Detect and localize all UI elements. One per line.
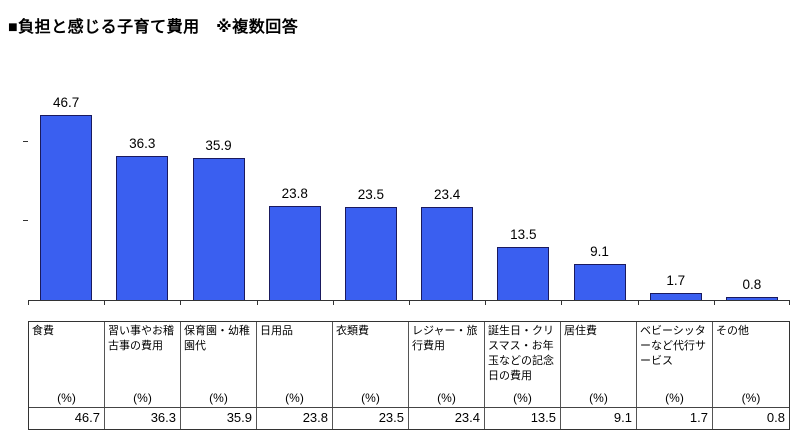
table-value-cell: 35.9 — [181, 408, 257, 429]
data-table: 食費 (%) 習い事やお稽古事の費用 (%) 保育園・幼稚園代 (%) 日用品 (%) 衣類費 (… — [28, 321, 790, 430]
x-axis-tick — [409, 301, 411, 305]
x-axis-tick — [561, 301, 563, 305]
category-label: ベビーシッターなど代行サービス — [640, 325, 706, 367]
bar-value-label: 23.4 — [433, 187, 461, 203]
table-value-cell: 23.4 — [409, 408, 485, 429]
bar — [40, 115, 93, 300]
table-value-cell: 23.8 — [257, 408, 333, 429]
bar — [725, 296, 778, 300]
unit-label: (%) — [209, 391, 228, 405]
bar-group: 1.7 — [637, 92, 714, 305]
table-header-cell: 衣類費 (%) — [333, 322, 409, 407]
x-axis-tick — [28, 301, 29, 305]
bar — [116, 156, 169, 300]
bar-group: 23.4 — [409, 92, 485, 305]
table-header-cell: 食費 (%) — [29, 322, 105, 407]
x-axis-tick — [256, 301, 258, 305]
x-axis-tick — [485, 301, 487, 305]
table-value-cell: 9.1 — [561, 408, 637, 429]
bar-group: 46.7 — [28, 92, 104, 305]
table-header-cell: 誕生日・クリスマス・お年玉などの記念日の費用 (%) — [485, 322, 561, 407]
unit-label: (%) — [437, 391, 456, 405]
category-label: その他 — [716, 325, 749, 337]
category-label: 誕生日・クリスマス・お年玉などの記念日の費用 — [488, 325, 554, 382]
category-label: 習い事やお稽古事の費用 — [108, 325, 174, 352]
category-label: 食費 — [32, 325, 54, 337]
category-label: レジャー・旅行費用 — [412, 325, 478, 352]
x-axis-tick — [180, 301, 182, 305]
y-axis-tick — [23, 219, 28, 221]
table-value-cell: 13.5 — [485, 408, 561, 429]
table-header-cell: 日用品 (%) — [257, 322, 333, 407]
bar-value-label: 46.7 — [52, 95, 80, 111]
table-header-cell: 居住費 (%) — [561, 322, 637, 407]
table-header-cell: 保育園・幼稚園代 (%) — [181, 322, 257, 407]
table-value-cell: 23.5 — [333, 408, 409, 429]
x-axis-tick — [637, 301, 639, 305]
bar-group: 9.1 — [561, 92, 637, 305]
x-axis-tick — [332, 301, 334, 305]
unit-label: (%) — [285, 391, 304, 405]
table-header-cell: ベビーシッターなど代行サービス (%) — [637, 322, 713, 407]
bar-value-label: 9.1 — [590, 243, 609, 259]
bar-group: 23.5 — [332, 92, 409, 305]
bar-value-label: 35.9 — [205, 137, 232, 153]
y-axis-tick — [23, 140, 28, 142]
bar-group: 0.8 — [713, 92, 791, 305]
table-value-cell: 36.3 — [105, 408, 181, 429]
bar — [192, 157, 245, 300]
table-header-cell: 習い事やお稽古事の費用 (%) — [105, 322, 181, 407]
category-label: 日用品 — [260, 325, 293, 337]
unit-label: (%) — [741, 391, 761, 405]
bar — [268, 205, 321, 300]
bar-value-label: 0.8 — [742, 276, 762, 292]
bar — [649, 293, 702, 300]
bar-value-label: 23.5 — [357, 186, 385, 202]
bar — [497, 246, 550, 300]
table-value-row: 46.7 36.3 35.9 23.8 23.5 23.4 13.5 9.1 1.7 0.8 — [29, 408, 789, 429]
table-header-cell: レジャー・旅行費用 (%) — [409, 322, 485, 407]
unit-label: (%) — [589, 391, 608, 405]
bar — [421, 207, 474, 300]
table-value-cell: 1.7 — [637, 408, 713, 429]
bar-value-label: 23.8 — [281, 185, 308, 201]
bar — [344, 206, 397, 300]
bar — [573, 263, 626, 300]
bar-group: 36.3 — [104, 92, 180, 305]
table-value-cell: 46.7 — [29, 408, 105, 429]
unit-label: (%) — [57, 391, 76, 405]
unit-label: (%) — [133, 391, 152, 405]
bar-group: 35.9 — [180, 92, 256, 305]
bar-group: 13.5 — [485, 92, 561, 305]
x-axis-tick — [104, 301, 106, 305]
category-label: 居住費 — [564, 325, 597, 337]
unit-label: (%) — [665, 391, 684, 405]
table-header-cell: その他 (%) — [713, 322, 789, 407]
table-header-row: 食費 (%) 習い事やお稽古事の費用 (%) 保育園・幼稚園代 (%) 日用品 (%) 衣類費 (… — [29, 322, 789, 408]
x-axis-tick — [789, 301, 791, 305]
bar-value-label: 36.3 — [129, 136, 156, 152]
bar-value-label: 13.5 — [510, 226, 537, 242]
category-label: 衣類費 — [336, 325, 369, 337]
unit-label: (%) — [513, 391, 532, 405]
page-title: ■負担と感じる子育て費用 ※複数回答 — [8, 19, 299, 36]
bar-chart-plot-area: 46.7 36.3 35.9 23.8 23.5 23.4 13.5 9.1 1.7 0.8 — [23, 92, 791, 305]
bar-value-label: 1.7 — [666, 273, 686, 289]
table-value-cell: 0.8 — [766, 410, 785, 425]
unit-label: (%) — [361, 391, 380, 405]
x-axis-tick — [713, 301, 715, 305]
bar-group: 23.8 — [256, 92, 333, 305]
category-label: 保育園・幼稚園代 — [184, 325, 250, 352]
